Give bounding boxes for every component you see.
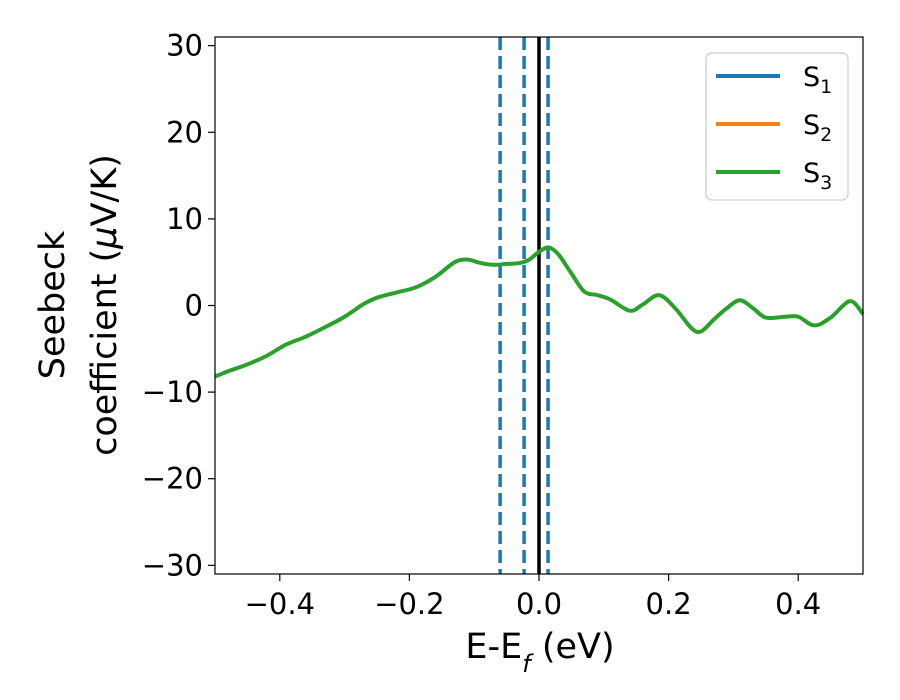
legend: S1 S2 S3 <box>705 52 849 201</box>
x-tick-label: 0.4 <box>775 587 821 621</box>
y-tick-label: −20 <box>142 462 203 496</box>
reference-lines <box>498 37 550 574</box>
legend-label-s2: S2 <box>803 110 832 146</box>
y-tick-label: −10 <box>142 375 203 409</box>
y-axis-label-line1: Seebeck <box>33 230 73 379</box>
legend-label-s1: S1 <box>803 62 832 98</box>
series-line-s3 <box>214 245 865 379</box>
legend-label-s3: S3 <box>803 158 832 194</box>
x-tick-label: −0.4 <box>245 587 315 621</box>
x-tick-label: −0.2 <box>374 587 444 621</box>
y-axis-label: Seebeck coefficient (μV/K) <box>33 154 125 456</box>
y-tick-label: 30 <box>166 29 203 63</box>
y-tick-label: 10 <box>166 202 203 236</box>
series-layer <box>214 245 865 379</box>
y-tick-label: 0 <box>185 289 203 323</box>
x-axis-label: E-Ef (eV) <box>465 627 614 678</box>
y-tick-label: 20 <box>166 115 203 149</box>
x-tick-label: 0.2 <box>646 587 692 621</box>
y-tick-label: −30 <box>142 548 203 582</box>
y-axis-ticks: −30 −20 −10 0 10 20 30 <box>142 29 215 582</box>
x-axis-ticks: −0.4 −0.2 0.0 0.2 0.4 <box>245 574 821 621</box>
legend-box <box>705 52 849 201</box>
y-axis-label-line2: coefficient (μV/K) <box>85 154 125 456</box>
x-tick-label: 0.0 <box>516 587 562 621</box>
